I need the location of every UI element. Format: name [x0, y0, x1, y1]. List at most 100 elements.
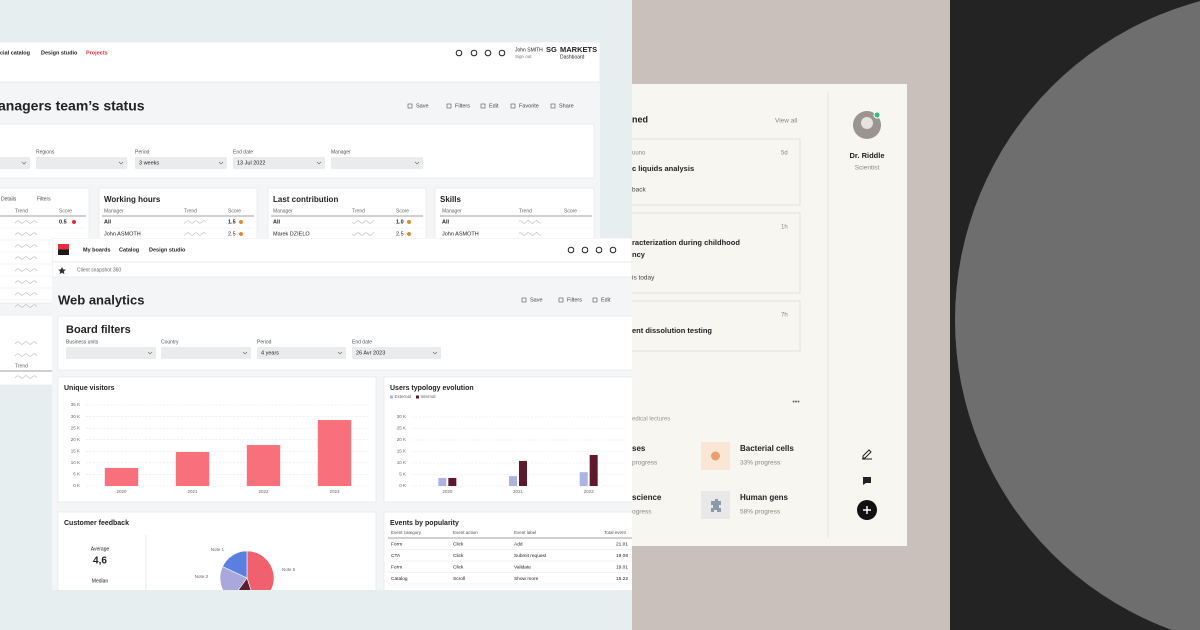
activity-card[interactable]	[610, 138, 801, 206]
filter-input[interactable]	[36, 157, 127, 169]
x-tick-label: 2023	[329, 489, 340, 494]
x-tick-label: 2020	[116, 489, 127, 494]
sparkline	[14, 244, 38, 248]
column-header: Score	[564, 208, 577, 214]
table-cell: Click	[453, 564, 464, 570]
filter-input[interactable]	[0, 157, 30, 169]
favorite-star[interactable]	[58, 267, 66, 275]
bar	[519, 460, 527, 486]
toolbar-button[interactable]: Favorite	[519, 103, 539, 109]
icon-button[interactable]	[595, 246, 603, 254]
column-header: Score	[228, 208, 241, 214]
more-button[interactable]: •••	[792, 399, 800, 406]
icon-button[interactable]	[609, 246, 617, 254]
activity-time: 5d	[781, 151, 788, 157]
course-icon-glyph	[711, 451, 720, 461]
add-icon	[863, 506, 871, 514]
score: 2.5	[228, 231, 236, 237]
table-cell: Catalog	[391, 576, 408, 582]
toolbar-icon	[558, 297, 564, 303]
filter-box	[57, 315, 632, 371]
filters-title: Board filters	[66, 324, 131, 336]
icon-button[interactable]	[455, 49, 463, 57]
course-progress: progress	[632, 460, 658, 467]
toolbar-button[interactable]: Edit	[489, 103, 499, 109]
filter-input[interactable]	[331, 157, 423, 169]
panel-card	[632, 84, 907, 546]
filter-input[interactable]	[352, 347, 441, 359]
filter-input[interactable]	[135, 157, 227, 169]
right-decoration	[955, 1, 1200, 630]
y-tick-label: 25 K	[71, 425, 80, 430]
sparkline	[183, 220, 207, 224]
activity-title: c liquids analysis	[632, 164, 694, 173]
toolbar-button[interactable]: Edit	[601, 297, 611, 303]
legend-label: Internal	[421, 394, 436, 399]
brand-name: MARKETS	[560, 45, 597, 54]
filter-label: Business units	[66, 339, 99, 345]
nav-item[interactable]: My boards	[83, 247, 111, 253]
brand-logo: SG	[546, 45, 557, 54]
y-tick-label: 10 K	[397, 460, 406, 465]
table-cell: 19.01	[616, 564, 628, 570]
nav-item[interactable]: Design studio	[41, 50, 78, 56]
bar	[579, 472, 588, 486]
sign-out[interactable]: Sign out	[515, 54, 532, 59]
status-dot	[407, 220, 411, 224]
toolbar-button[interactable]: Save	[416, 103, 429, 109]
nav-item[interactable]: Catalog	[119, 247, 139, 253]
filter-input[interactable]	[233, 157, 325, 169]
nav-item[interactable]: Design studio	[149, 247, 186, 253]
dropdown-caret	[242, 351, 248, 355]
icon-button[interactable]	[498, 49, 506, 57]
icon-button[interactable]	[581, 246, 589, 254]
profile-role: Scientist	[855, 165, 880, 172]
card-action[interactable]: Filters	[37, 196, 51, 202]
table-cell: 21.01	[616, 541, 628, 547]
bar	[317, 420, 352, 486]
sparkline	[14, 341, 38, 345]
filter-input[interactable]	[66, 347, 156, 359]
edit-button[interactable]	[862, 449, 872, 460]
icon-button[interactable]	[484, 49, 492, 57]
nav-item[interactable]: Projects	[86, 50, 108, 56]
score: 2.5	[396, 231, 404, 237]
avatar-face	[861, 117, 873, 129]
toolbar-button[interactable]: Filters	[455, 103, 470, 109]
x-tick-label: 2020	[442, 489, 453, 494]
y-tick-label: 25 K	[397, 426, 406, 431]
toolbar-icon	[480, 103, 486, 109]
x-tick-label: 2022	[584, 489, 595, 494]
filter-input[interactable]	[257, 347, 346, 359]
manager: Marek DZIELO	[273, 231, 310, 237]
column-header: Trend	[15, 208, 28, 214]
filter-label: Regions	[36, 149, 55, 155]
card-action[interactable]: Details	[1, 196, 17, 202]
sparkline	[14, 256, 38, 260]
course-name: Human gens	[740, 493, 789, 502]
column-header: Total event	[604, 530, 627, 535]
icon-button[interactable]	[567, 246, 575, 254]
activity-card[interactable]	[610, 212, 801, 294]
toolbar-button[interactable]: Save	[530, 297, 543, 303]
column-header: Manager	[273, 208, 293, 214]
chat-button[interactable]	[863, 477, 871, 485]
activity-card[interactable]	[610, 300, 801, 352]
y-tick-label: 5 K	[73, 472, 80, 477]
card-title: Working hours	[104, 195, 161, 204]
sparkline	[14, 353, 38, 357]
column-header: Score	[59, 208, 72, 214]
toolbar-icon	[521, 297, 527, 303]
decor-circle	[955, 1, 1200, 630]
bar	[448, 477, 457, 486]
score: 0.5	[59, 219, 67, 225]
nav-item[interactable]: cial catalog	[0, 50, 30, 56]
table-cell: 19.08	[616, 553, 628, 559]
icon-button[interactable]	[470, 49, 478, 57]
page-title: Web analytics	[58, 292, 144, 307]
toolbar-button[interactable]: Filters	[567, 297, 582, 303]
toolbar-button[interactable]: Share	[559, 103, 574, 109]
filter-input[interactable]	[161, 347, 251, 359]
y-tick-label: 30 K	[397, 414, 406, 419]
view-all-link[interactable]: View all	[775, 118, 798, 125]
